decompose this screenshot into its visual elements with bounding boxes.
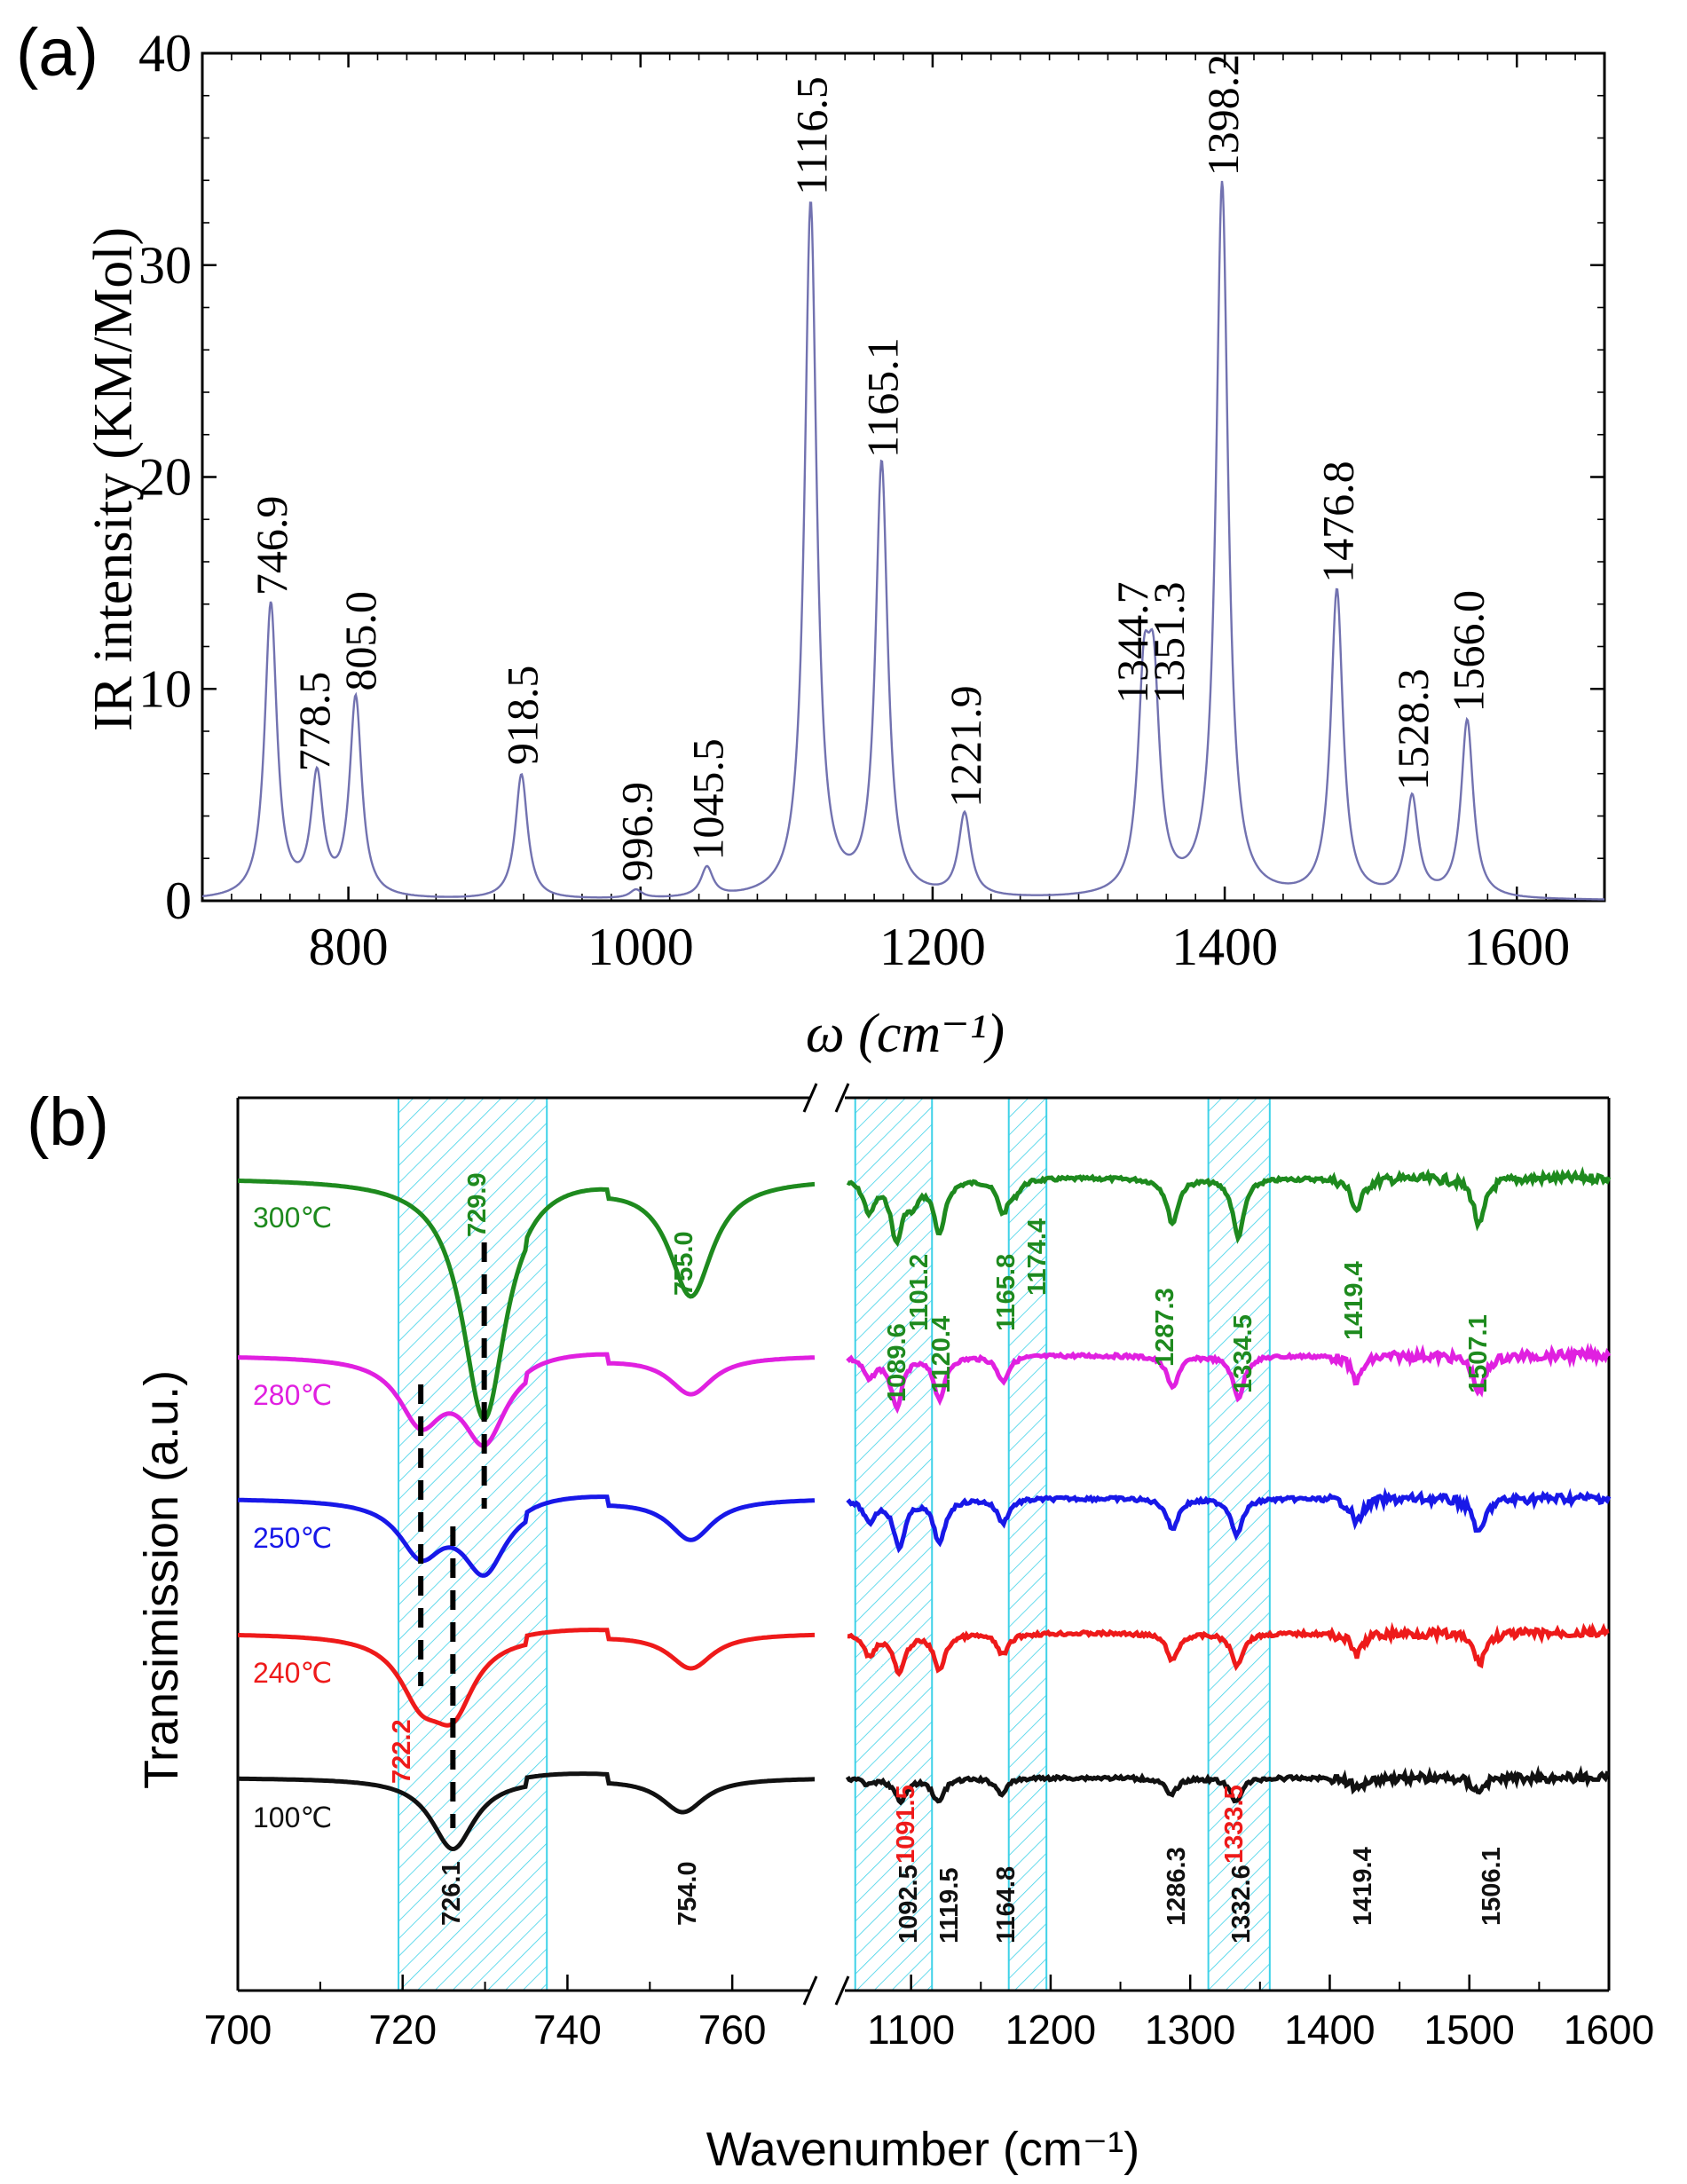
b-peak-label: 755.0 — [670, 1231, 698, 1296]
panel-b-frame — [236, 1083, 1611, 2006]
spectrum-right-1 — [846, 1342, 1612, 1415]
x-tick-label: 1500 — [1424, 2007, 1515, 2053]
b-peak-label: 1332.6 — [1227, 1865, 1256, 1944]
series-label: 250℃ — [253, 1522, 332, 1554]
peak-label: 1045.5 — [683, 738, 733, 861]
b-peak-label: 1506.1 — [1478, 1847, 1506, 1926]
peak-label: 1165.1 — [857, 337, 907, 458]
x-tick-label: 1600 — [1463, 918, 1570, 976]
spectrum-right-3 — [847, 1621, 1610, 1677]
peak-label: 1351.3 — [1144, 581, 1194, 704]
panel-a-label: (a) — [16, 15, 99, 91]
b-peak-label: 1120.4 — [927, 1316, 956, 1393]
peak-label: 1476.8 — [1313, 461, 1362, 583]
peak-label: 1344.7 — [1108, 581, 1157, 704]
b-peak-label: 1334.5 — [1229, 1314, 1257, 1393]
spectrum-right-2 — [846, 1486, 1612, 1554]
b-peak-label: 1419.4 — [1349, 1847, 1377, 1926]
b-peak-label: 1101.2 — [905, 1254, 934, 1331]
panel-b-ticks: 700 720 740 760 1100 1200 1300 1400 1500 1600 — [204, 1975, 1654, 2053]
spectrum-left-2 — [237, 1494, 816, 1578]
axis-break-mark — [834, 1083, 850, 1113]
y-tick-label: 40 — [138, 24, 192, 83]
panel-b-dashed-markers — [418, 1242, 487, 1828]
x-tick-label: 800 — [309, 918, 389, 976]
y-tick-label: 0 — [165, 871, 192, 930]
x-tick-label: 1100 — [867, 2007, 955, 2053]
peak-label: 918.5 — [498, 666, 548, 766]
b-peak-label: 1091.5 — [892, 1785, 920, 1864]
panel-a-y-axis-label: IR intensity (KM/Mol) — [83, 227, 144, 731]
panel-a-chart: 800 1000 1200 1400 1600 0 10 20 30 40 746.9 778.58… — [83, 24, 1606, 1064]
x-tick-label: 1400 — [1171, 918, 1278, 976]
panel-b-highlight-bands — [398, 1097, 1271, 1991]
peak-label: 778.5 — [289, 672, 339, 772]
panel-b-y-axis-label: Transimission (a.u.) — [135, 1370, 188, 1789]
b-peak-label: 729.9 — [463, 1172, 492, 1237]
b-peak-label: 1333.5 — [1220, 1785, 1249, 1864]
x-tick-label: 700 — [204, 2007, 272, 2053]
b-peak-label: 1287.3 — [1151, 1288, 1179, 1367]
spectrum-right-0 — [846, 1166, 1612, 1248]
y-tick-label: 20 — [138, 448, 192, 507]
series-label: 240℃ — [253, 1657, 332, 1689]
panel-a-spectrum-line — [201, 180, 1605, 901]
y-tick-label: 30 — [138, 236, 192, 295]
peak-label: 805.0 — [335, 591, 385, 691]
b-peak-label: 1119.5 — [935, 1868, 964, 1944]
peak-label: 1398.2 — [1198, 54, 1248, 177]
b-peak-label: 1089.6 — [883, 1323, 911, 1402]
peak-label: 746.9 — [247, 496, 296, 596]
b-peak-label: 1286.3 — [1163, 1847, 1191, 1926]
x-tick-label: 1300 — [1145, 2007, 1235, 2053]
b-peak-label: 726.1 — [438, 1861, 466, 1926]
peak-label: 1116.5 — [786, 76, 836, 195]
peak-label: 1566.0 — [1443, 590, 1493, 713]
x-tick-label: 1000 — [587, 918, 694, 976]
b-peak-label: 1507.1 — [1464, 1314, 1493, 1393]
x-tick-label: 1400 — [1284, 2007, 1375, 2053]
b-peak-label: 1174.4 — [1023, 1218, 1052, 1296]
spectrum-left-1 — [238, 1352, 816, 1448]
panel-a-x-axis-label: ω (cm⁻¹) — [806, 1004, 1005, 1064]
spectrum-right-4 — [845, 1764, 1610, 1806]
axis-break-mark — [834, 1975, 850, 2006]
b-peak-label: 1165.8 — [992, 1254, 1021, 1331]
spectrum-left-0 — [238, 1179, 816, 1422]
series-label: 280℃ — [253, 1379, 332, 1411]
spectrum-left-3 — [238, 1628, 815, 1728]
axis-break-mark — [802, 1083, 818, 1113]
b-peak-label: 722.2 — [388, 1719, 416, 1784]
x-tick-label: 760 — [698, 2007, 767, 2053]
b-peak-label: 1164.8 — [992, 1866, 1021, 1944]
panel-b-spectra: 300℃ 280℃ 250℃ 240℃ 100℃ — [237, 1166, 1612, 1852]
x-tick-label: 1200 — [1005, 2007, 1096, 2053]
peak-label: 996.9 — [612, 782, 662, 882]
x-tick-label: 720 — [368, 2007, 437, 2053]
y-tick-label: 10 — [138, 659, 192, 718]
series-label: 300℃ — [253, 1202, 332, 1234]
x-tick-label: 740 — [533, 2007, 602, 2053]
x-tick-label: 1600 — [1564, 2007, 1654, 2053]
panel-b-x-axis-label: Wavenumber (cm⁻¹) — [706, 2123, 1140, 2176]
peak-label: 1221.9 — [941, 685, 990, 808]
panel-b-label: (b) — [27, 1084, 109, 1160]
panel-a-ticks: 800 1000 1200 1400 1600 0 10 20 30 40 — [138, 24, 1604, 976]
b-peak-label: 1092.5 — [895, 1865, 923, 1944]
peak-label: 1528.3 — [1388, 668, 1438, 791]
spectrum-left-4 — [238, 1771, 815, 1852]
highlight-band — [854, 1097, 934, 1991]
b-peak-label: 1419.4 — [1340, 1261, 1368, 1340]
axis-break-mark — [802, 1975, 818, 2006]
x-tick-label: 1200 — [879, 918, 986, 976]
b-peak-label: 754.0 — [674, 1861, 702, 1926]
series-label: 100℃ — [253, 1802, 332, 1833]
